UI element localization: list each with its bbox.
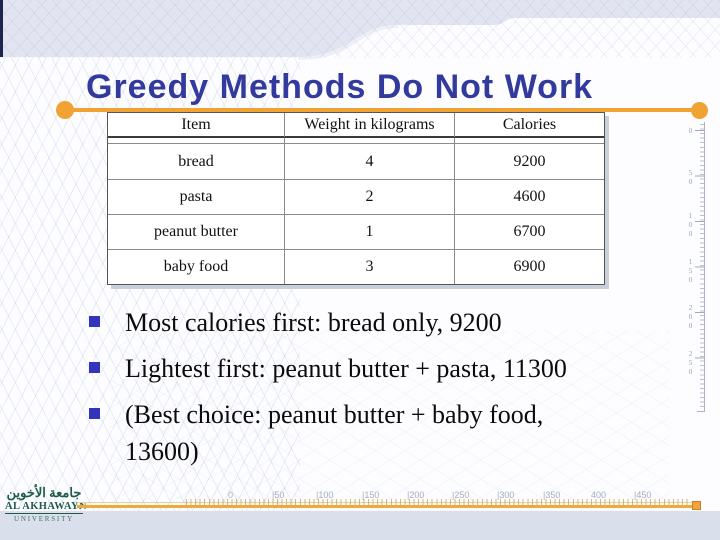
left-edge-accent [0,0,3,57]
cell-item: baby food [108,249,284,284]
cell-weight: 4 [284,144,454,179]
ruler-label: 0 [228,490,234,500]
bottom-ruler-line [77,505,700,508]
ruler-label: 250 [686,349,695,376]
logo-arabic-text: جامعة الأخوين [6,485,82,500]
top-band-swoosh [0,0,720,60]
table-header-row: Item Weight in kilograms Calories [108,113,604,138]
cell-calories: 4600 [454,179,604,214]
cell-weight: 1 [284,214,454,249]
ruler-label: 0 [686,126,695,135]
logo-subtitle-text: UNIVERSITY [14,515,74,523]
bullet-list: Most calories first: bread only, 9200 Li… [88,304,653,479]
cell-calories: 6900 [454,249,604,284]
ruler-label: |300 [497,490,515,500]
table-row: pasta 2 4600 [108,179,604,214]
right-ruler-long-ticks [695,130,704,363]
ruler-label: |450 [634,490,652,500]
column-header-weight: Weight in kilograms [284,113,454,138]
ruler-label: |200 [407,490,425,500]
right-ruler-foot [697,411,705,412]
bottom-ruler-ticks [186,499,691,505]
bottom-band [0,511,720,540]
ruler-label: 50 [686,168,695,186]
cell-calories: 9200 [454,144,604,179]
bullet-square-icon [89,408,100,419]
bullet-item: (Best choice: peanut butter + baby food,… [88,396,653,470]
university-logo: جامعة الأخوين AL AKHAWAYN UNIVERSITY [5,485,87,524]
ruler-label: |250 [452,490,470,500]
cell-weight: 2 [284,179,454,214]
table-row: peanut butter 1 6700 [108,214,604,249]
ruler-label: 150 [686,257,695,284]
title-underline-rule [64,108,702,112]
bottom-ruler-end-square [692,501,701,510]
bullet-text: Most calories first: bread only, 9200 [125,308,502,337]
table-row: baby food 3 6900 [108,249,604,284]
cell-item: bread [178,152,214,170]
column-header-calories: Calories [454,113,604,138]
ruler-label: |350 [543,490,561,500]
ruler-label: 400 [591,490,607,500]
bullet-square-icon [89,362,100,373]
slide-title: Greedy Methods Do Not Work [86,68,594,106]
cell-weight: 3 [284,249,454,284]
bullet-item: Most calories first: bread only, 9200 [88,304,653,341]
rule-left-dot-icon [56,101,74,119]
table-row: bread 4 9200 [108,144,604,179]
rule-right-dot-icon [691,102,708,119]
ruler-label: |50 [272,490,285,500]
logo-name-text: AL AKHAWAYN [5,501,87,514]
cell-calories: 6700 [454,214,604,249]
cell-item: pasta [108,179,284,214]
food-table: Item Weight in kilograms Calories bread … [107,112,605,285]
ruler-label: 200 [686,303,695,330]
header-double-rule [108,138,604,144]
bullet-item: Lightest first: peanut butter + pasta, 1… [88,350,653,387]
ruler-label: |150 [362,490,380,500]
column-header-item: Item [108,113,284,138]
ruler-label: |100 [316,490,334,500]
bullet-square-icon [89,316,100,327]
bullet-text: (Best choice: peanut butter + baby food, [125,400,544,429]
right-ruler-line [704,122,705,412]
ruler-label: 100 [686,211,695,238]
bullet-text-wrap: 13600) [125,437,199,466]
bullet-text: Lightest first: peanut butter + pasta, 1… [125,354,567,383]
cell-item: peanut butter [108,214,284,249]
